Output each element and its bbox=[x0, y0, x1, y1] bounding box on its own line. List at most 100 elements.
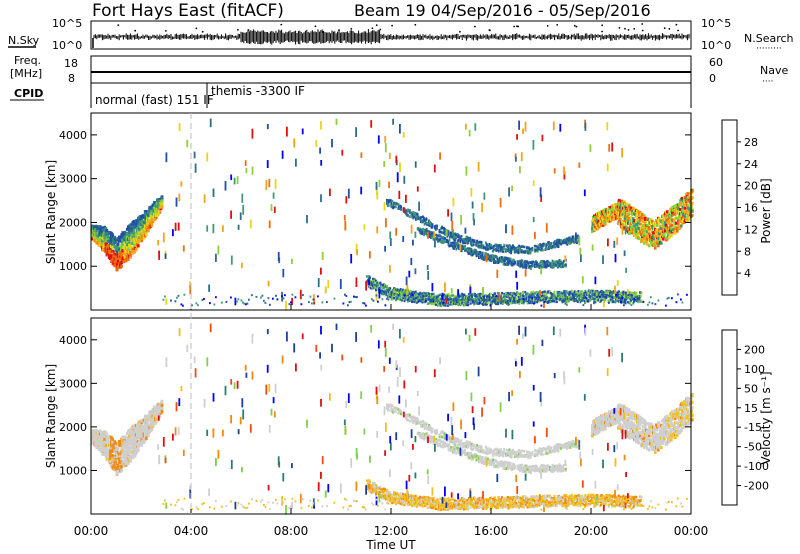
power-echo-cell-3271 bbox=[431, 292, 434, 296]
power-echo-cell-581 bbox=[137, 220, 140, 224]
power-echo-cell-4433 bbox=[365, 281, 367, 291]
power-echo-cell-190 bbox=[105, 242, 109, 246]
power-echo-cell-208 bbox=[106, 234, 110, 238]
power-echo-cell-1280 bbox=[521, 250, 524, 254]
power-echo-cell-2388 bbox=[638, 237, 641, 241]
power-echo-cell-3778 bbox=[526, 292, 529, 295]
power-echo-cell-3090 bbox=[397, 292, 400, 295]
power-echo-cell-430 bbox=[124, 257, 128, 261]
power-echo-cell-258 bbox=[111, 249, 114, 253]
power-echo-cell-2899 bbox=[689, 200, 692, 204]
power-echo-cell-3389 bbox=[453, 302, 455, 305]
power-echo-cell-1845 bbox=[543, 261, 546, 264]
power-echo-cell-2327 bbox=[632, 217, 635, 221]
power-echo-cell-2311 bbox=[630, 206, 633, 210]
power-echo-cell-1637 bbox=[480, 257, 483, 260]
power-echo-cell-2225 bbox=[622, 220, 625, 224]
power-echo-cell-1127 bbox=[472, 243, 475, 247]
power-echo-cell-3172 bbox=[412, 296, 415, 299]
power-echo-cell-3127 bbox=[404, 298, 407, 301]
power-echo-cell-488 bbox=[129, 253, 132, 257]
power-echo-cell-4406 bbox=[470, 188, 473, 197]
power-echo-cell-1676 bbox=[492, 254, 495, 257]
power-echo-cell-1521 bbox=[439, 238, 442, 241]
power-echo-cell-3156 bbox=[409, 292, 412, 296]
power-echo-cell-3951 bbox=[558, 292, 561, 295]
power-echo-cell-1726 bbox=[507, 257, 509, 260]
power-echo-cell-3856 bbox=[540, 295, 543, 298]
power-echo-cell-2972 bbox=[375, 287, 377, 290]
power-echo-cell-1162 bbox=[484, 246, 487, 249]
power-echo-cell-3450 bbox=[465, 301, 467, 304]
power-echo-cell-1906 bbox=[563, 259, 565, 263]
power-echo-cell-2586 bbox=[658, 232, 661, 235]
power-echo-cell-223 bbox=[107, 239, 111, 244]
power-echo-cell-3624 bbox=[497, 302, 500, 306]
power-echo-cell-2631 bbox=[662, 237, 665, 241]
power-echo-cell-1536 bbox=[445, 240, 448, 244]
noise-search-point bbox=[391, 24, 393, 27]
power-echo-cell-891 bbox=[387, 199, 390, 202]
power-echo-cell-3533 bbox=[480, 293, 482, 296]
power-echo-cell-3860 bbox=[541, 297, 544, 300]
power-echo-cell-4451 bbox=[285, 301, 287, 311]
power-echo-cell-1647 bbox=[483, 257, 486, 260]
power-echo-cell-894 bbox=[389, 198, 392, 202]
power-echo-cell-2214 bbox=[621, 199, 624, 203]
power-echo-cell-4416 bbox=[384, 245, 386, 252]
power-echo-cell-2357 bbox=[635, 219, 638, 223]
power-echo-cell-2927 bbox=[366, 279, 369, 282]
power-echo-cell-2958 bbox=[372, 281, 375, 284]
power-echo-cell-3417 bbox=[458, 296, 461, 299]
power-echo-cell-2943 bbox=[369, 279, 372, 283]
power-echo-cell-3075 bbox=[394, 294, 397, 297]
power-echo-cell-2736 bbox=[673, 224, 676, 227]
power-echo-cell-1330 bbox=[541, 248, 544, 252]
noise-search-point bbox=[618, 27, 621, 29]
power-echo-cell-3349 bbox=[445, 295, 448, 298]
power-echo-cell-2341 bbox=[633, 219, 636, 223]
power-echo-cell-3504 bbox=[474, 297, 477, 300]
power-echo-cell-1146 bbox=[478, 240, 481, 244]
power-echo-cell-140 bbox=[101, 242, 104, 246]
power-echo-cell-1650 bbox=[484, 254, 487, 257]
freq-label-line2: [MHz] bbox=[10, 67, 42, 80]
power-echo-cell-3231 bbox=[423, 297, 426, 300]
power-echo-cell-3203 bbox=[418, 296, 421, 299]
power-echo-cell-1388 bbox=[560, 242, 563, 246]
power-echo-cell-2688 bbox=[668, 220, 671, 224]
power-echo-cell-2938 bbox=[369, 276, 371, 279]
power-echo-cell-2798 bbox=[679, 208, 682, 211]
power-echo-cell-3052 bbox=[390, 289, 392, 293]
power-echo-cell-971 bbox=[417, 217, 420, 220]
power-echo-cell-1731 bbox=[507, 260, 510, 264]
power-echo-cell-3347 bbox=[445, 293, 448, 296]
power-echo-cell-3029 bbox=[385, 287, 388, 291]
power-echo-cell-2591 bbox=[658, 221, 661, 225]
power-echo-cell-3213 bbox=[420, 297, 422, 301]
power-echo-cell-4196 bbox=[604, 299, 607, 302]
power-echo-cell-888 bbox=[386, 202, 389, 206]
power-echo-cell-1892 bbox=[558, 259, 561, 262]
power-echo-cell-4411 bbox=[270, 204, 273, 211]
power-echo-cell-264 bbox=[111, 233, 114, 237]
power-echo-cell-3425 bbox=[459, 302, 462, 305]
power-echo-cell-4487 bbox=[481, 203, 483, 213]
power-echo-cell-793 bbox=[154, 204, 157, 208]
power-echo-cell-1163 bbox=[484, 241, 487, 245]
power-echo-cell-4389 bbox=[640, 292, 643, 295]
power-echo-cell-4060 bbox=[579, 290, 581, 294]
power-echo-cell-163 bbox=[103, 236, 106, 240]
power-echo-cell-3209 bbox=[419, 292, 422, 295]
power-echo-cell-387 bbox=[121, 231, 124, 235]
power-echo-cell-1485 bbox=[428, 230, 431, 233]
power-echo-cell-1857 bbox=[547, 260, 550, 264]
power-echo-cell-4033 bbox=[573, 291, 576, 294]
power-echo-cell-3974 bbox=[563, 299, 566, 303]
power-echo-cell-3484 bbox=[471, 295, 473, 299]
power-echo-cell-3553 bbox=[483, 300, 486, 303]
power-echo-cell-3807 bbox=[531, 292, 534, 295]
power-echo-cell-2606 bbox=[660, 237, 663, 241]
freq-tick-right-top: 60 bbox=[709, 56, 723, 69]
power-echo-cell-1586 bbox=[464, 249, 467, 252]
